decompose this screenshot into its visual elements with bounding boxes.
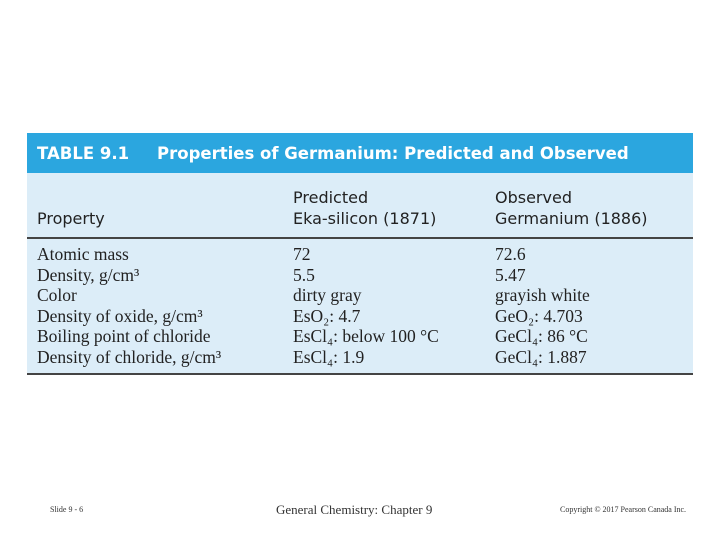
table-label: TABLE 9.1 xyxy=(37,144,130,163)
slide-number: Slide 9 - 6 xyxy=(50,505,84,514)
table-cell: 72.6 xyxy=(495,244,526,264)
table-cell: EsCl₄: 1.9 xyxy=(293,347,365,367)
table-cell: Atomic mass xyxy=(37,244,129,264)
table-cell: Density of chloride, g/cm³ xyxy=(37,347,222,367)
course-title: General Chemistry: Chapter 9 xyxy=(276,502,433,517)
table-cell: 72 xyxy=(293,244,311,264)
table: TABLE 9.1 Properties of Germanium: Predi… xyxy=(27,133,693,375)
table-cell: Boiling point of chloride xyxy=(37,326,211,347)
table-cell: Density of oxide, g/cm³ xyxy=(37,305,203,326)
column-header: Observed xyxy=(495,188,572,207)
table-cell: Color xyxy=(37,285,77,306)
table-cell: GeCl₄: 86 °C xyxy=(495,326,588,347)
table-cell: GeO₂: 4.703 xyxy=(495,305,583,326)
table-cell: GeCl₄: 1.887 xyxy=(495,347,587,367)
table-cell: grayish white xyxy=(495,285,590,306)
column-header: Predicted xyxy=(293,188,369,207)
table-cell: 5.5 xyxy=(293,264,315,285)
table-title: Properties of Germanium: Predicted and O… xyxy=(157,144,629,163)
table-title-bar: TABLE 9.1 Properties of Germanium: Predi… xyxy=(27,133,693,173)
column-header: Eka-silicon (1871) xyxy=(293,209,437,228)
column-header: Germanium (1886) xyxy=(495,209,648,228)
table-cell: Density, g/cm³ xyxy=(37,264,140,285)
bottom-rule xyxy=(27,373,693,375)
column-header: Property xyxy=(37,209,105,228)
copyright: Copyright © 2017 Pearson Canada Inc. xyxy=(560,505,687,514)
table-cell: dirty gray xyxy=(293,285,362,306)
header-rule xyxy=(27,237,693,239)
table-cell: EsCl₄: below 100 °C xyxy=(293,326,439,347)
table-cell: 5.47 xyxy=(495,264,526,285)
table-cell: EsO₂: 4.7 xyxy=(293,305,361,326)
